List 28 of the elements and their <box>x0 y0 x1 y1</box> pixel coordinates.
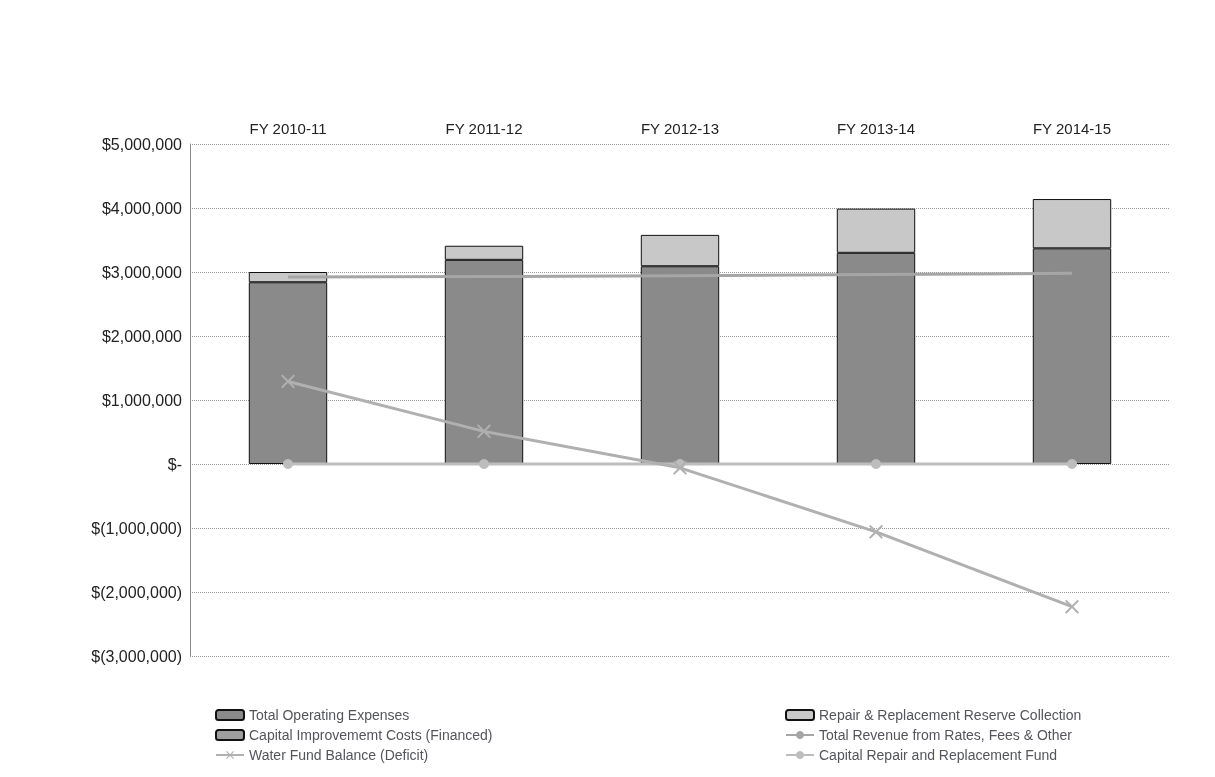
point <box>1065 599 1079 614</box>
legend-label: Capital Repair and Replacement Fund <box>819 747 1058 763</box>
legend-label: Total Operating Expenses <box>249 707 410 723</box>
y-tick-label: $(1,000,000) <box>91 519 182 537</box>
point <box>1067 459 1077 469</box>
x-tick-label: FY 2013-14 <box>836 120 916 137</box>
y-tick-label: $(3,000,000) <box>91 647 182 665</box>
y-tick-label: $- <box>167 455 182 473</box>
legend-label: Total Revenue from Rates, Fees & Other <box>819 727 1073 743</box>
y-tick-label: $3,000,000 <box>101 263 183 281</box>
x-tick-label: FY 2012-13 <box>640 120 720 137</box>
y-tick-label: $4,000,000 <box>101 199 183 217</box>
x-tick-label: FY 2014-15 <box>1032 120 1112 137</box>
point <box>673 460 687 475</box>
point <box>479 459 489 469</box>
y-tick-label: $1,000,000 <box>101 391 183 409</box>
x-tick-label: FY 2011-12 <box>445 120 523 137</box>
point <box>283 459 293 469</box>
x-tick-label: FY 2010-11 <box>249 120 327 137</box>
point <box>871 459 881 469</box>
legend-label: Capital Improvememt Costs (Financed) <box>249 727 493 743</box>
point <box>869 524 883 539</box>
y-tick-label: $2,000,000 <box>101 327 183 345</box>
legend-label: Repair & Replacement Reserve Collection <box>819 707 1082 723</box>
y-tick-label: $5,000,000 <box>101 135 183 153</box>
point <box>477 424 491 439</box>
y-tick-label: $(2,000,000) <box>91 583 182 601</box>
legend-label: Water Fund Balance (Deficit) <box>249 747 429 763</box>
